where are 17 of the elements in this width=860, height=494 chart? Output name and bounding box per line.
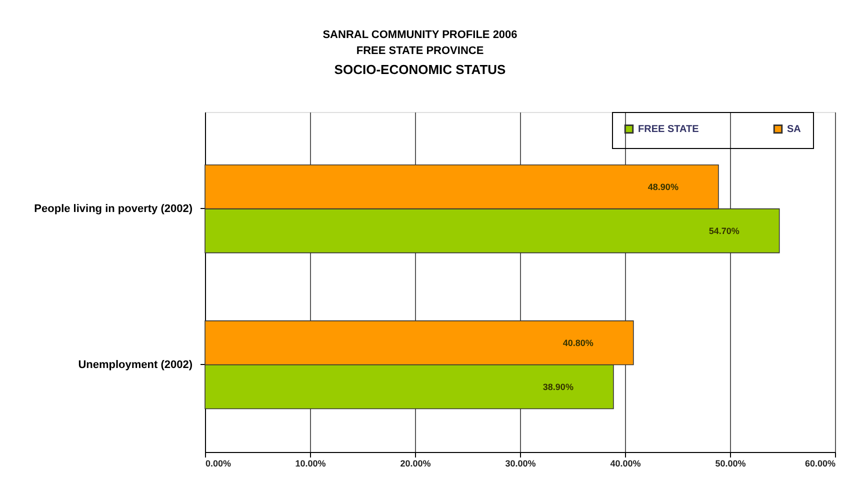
- legend-label: FREE STATE: [638, 124, 700, 136]
- x-tick-label: 0.00%: [206, 458, 232, 468]
- data-label: 48.90%: [648, 182, 678, 192]
- x-tick-label: 10.00%: [295, 458, 326, 468]
- y-tick-label: Unemployment (2002): [78, 358, 193, 371]
- x-tick-label: 30.00%: [505, 458, 536, 468]
- data-label: 54.70%: [708, 226, 740, 236]
- x-tick-label: 60.00%: [804, 458, 836, 468]
- data-label: 40.80%: [562, 338, 594, 348]
- x-tick-label: 20.00%: [400, 458, 431, 468]
- chart-title: SOCIO-ECONOMIC STATUS: [334, 62, 506, 77]
- x-tick-label: 50.00%: [715, 458, 746, 468]
- y-tick-label: People living in poverty (2002): [34, 202, 193, 215]
- chart-subtitle: SANRAL COMMUNITY PROFILE 2006 FREE STATE PROVINCE: [322, 29, 518, 57]
- data-label: 38.90%: [542, 382, 574, 392]
- x-tick-label: 40.00%: [610, 458, 641, 468]
- legend-label: SA: [787, 124, 801, 136]
